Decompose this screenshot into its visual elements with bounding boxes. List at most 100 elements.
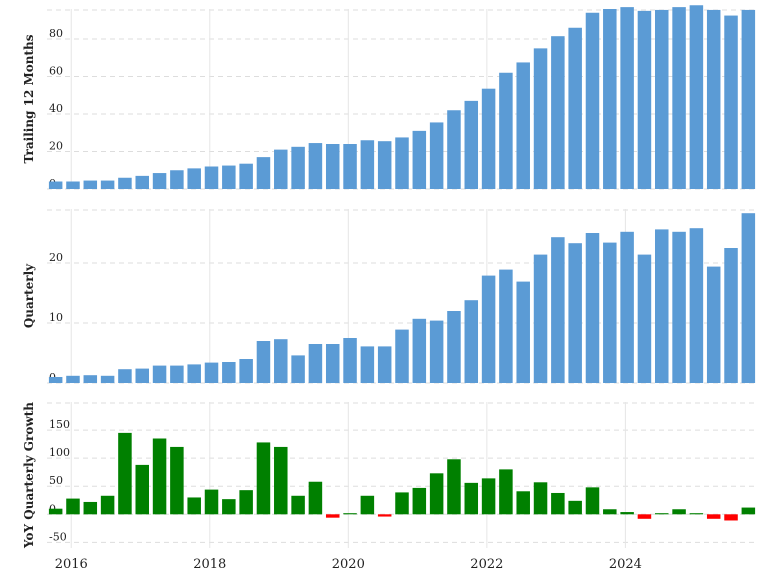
bar (83, 375, 98, 383)
bar (551, 237, 565, 383)
bar (360, 495, 375, 515)
bar (239, 490, 253, 515)
bar (481, 88, 496, 189)
bar (170, 170, 184, 189)
bar (291, 146, 305, 189)
bar (83, 501, 98, 515)
bar (66, 375, 80, 383)
bar (741, 507, 756, 515)
bar (204, 166, 219, 189)
bar (412, 130, 427, 189)
bar (620, 512, 634, 515)
bar (274, 339, 288, 383)
bar (135, 175, 149, 189)
bar (637, 10, 652, 189)
bar (100, 495, 115, 515)
bar (499, 269, 513, 383)
bar (343, 338, 357, 383)
bar (308, 481, 323, 515)
x-tick-label: 2022 (470, 557, 503, 572)
bar (395, 137, 409, 189)
bar (689, 513, 704, 515)
bar (325, 514, 340, 518)
bar (256, 341, 271, 383)
y-tick-label: 40 (49, 102, 63, 115)
bar (222, 499, 236, 515)
bar (100, 375, 115, 383)
y-tick-label: 20 (49, 251, 63, 264)
bar (706, 9, 721, 189)
bar (464, 100, 479, 189)
bar (239, 359, 253, 383)
bar (706, 266, 721, 383)
bar (308, 143, 323, 189)
bar (377, 141, 392, 189)
bar (152, 365, 167, 383)
bar (672, 7, 686, 189)
bar (724, 15, 738, 189)
bar (83, 180, 98, 189)
bar (204, 362, 219, 383)
y-tick-label: 50 (49, 474, 63, 487)
bar (655, 9, 669, 189)
bar (516, 491, 530, 515)
y-axis-label: YoY Quarterly Growth (22, 402, 36, 549)
bar (706, 514, 721, 519)
bar (308, 344, 323, 383)
bar (187, 364, 201, 383)
ttm-panel: 020406080Trailing 12 Months (22, 5, 757, 190)
bar (222, 165, 236, 189)
bar (551, 36, 565, 189)
bar (343, 513, 357, 515)
bar (360, 346, 375, 383)
bar (135, 464, 149, 515)
bar (377, 346, 392, 383)
bar (360, 140, 375, 189)
bar (170, 365, 184, 383)
x-tick-label: 2016 (55, 557, 88, 572)
y-tick-label: 10 (49, 311, 63, 324)
bar (672, 231, 686, 383)
bar (222, 362, 236, 383)
bar (672, 509, 686, 515)
bar (66, 181, 80, 189)
bar (689, 228, 704, 383)
bar (585, 12, 600, 189)
y-tick-label: 150 (49, 418, 70, 431)
bar (48, 181, 63, 189)
bar (568, 27, 582, 189)
bar (395, 492, 409, 515)
bar (481, 275, 496, 383)
bar (118, 177, 132, 189)
bar (412, 318, 427, 383)
bar (291, 355, 305, 383)
bar (481, 478, 496, 515)
bar (741, 9, 756, 189)
bar (655, 229, 669, 383)
bar (343, 144, 357, 189)
bar (655, 513, 669, 515)
x-tick-label: 2024 (609, 557, 642, 572)
bar (568, 500, 582, 515)
y-tick-label: 80 (49, 27, 63, 40)
bar (412, 487, 427, 515)
y-tick-label: 20 (49, 140, 63, 153)
bar (464, 300, 479, 383)
bar (100, 180, 115, 189)
bar (447, 110, 461, 189)
x-tick-label: 2020 (332, 557, 365, 572)
bar (118, 369, 132, 383)
bar (603, 9, 617, 189)
bar (533, 482, 548, 515)
bar (603, 509, 617, 515)
bar (689, 5, 704, 189)
bar (429, 122, 444, 189)
bar (499, 72, 513, 189)
bar (291, 495, 305, 515)
y-axis-label: Quarterly (22, 263, 36, 328)
bar (274, 149, 288, 189)
bar (256, 442, 271, 515)
x-tick-label: 2018 (193, 557, 226, 572)
bar (724, 248, 738, 383)
bar (568, 243, 582, 383)
